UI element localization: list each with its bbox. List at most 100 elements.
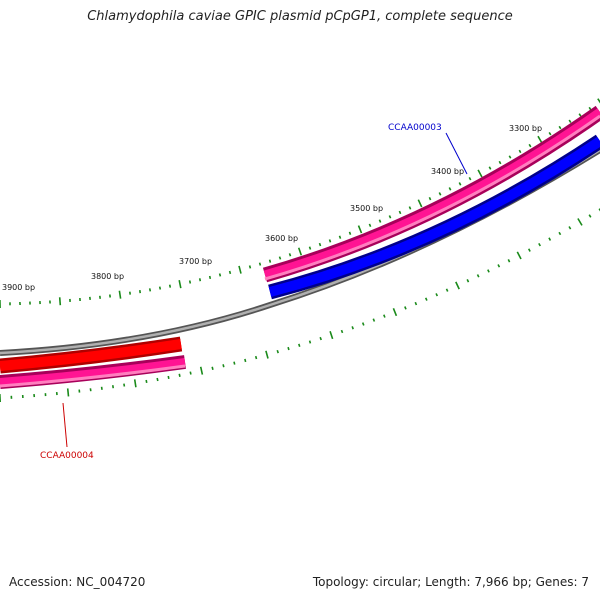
- outer-ring-tick: [238, 265, 242, 274]
- outer-ring-tick: [588, 106, 592, 111]
- outer-ring-tick: [548, 131, 552, 136]
- outer-ring-tick: [417, 199, 423, 208]
- outer-ring-tick: [568, 119, 572, 124]
- inner-ring-tick: [145, 379, 148, 384]
- outer-ring-tick: [118, 290, 122, 299]
- inner-ring-tick: [189, 371, 192, 375]
- inner-ring-tick: [156, 377, 159, 382]
- pink-feature-upper-highlight: [264, 114, 600, 281]
- cds-ccaa00004-fill: [0, 339, 182, 371]
- gene-label-ccaa00004[interactable]: CCAA00004: [40, 451, 94, 461]
- inner-ring-tick: [527, 248, 531, 252]
- inner-ring-tick: [133, 379, 137, 388]
- outer-ring-tick: [528, 143, 532, 148]
- tick-label-3700: 3700 bp: [179, 257, 212, 266]
- outer-ring-tick: [458, 182, 462, 186]
- outer-ring-tick: [208, 275, 212, 280]
- inner-ring-tick: [497, 264, 501, 268]
- outer-ring-tick: [378, 219, 382, 223]
- pink-feature-upper-fill: [263, 108, 600, 280]
- outer-ring-tick: [348, 231, 352, 235]
- callout-line-ccaa00004: [62, 402, 68, 448]
- tick-label-3400: 3400 bp: [431, 167, 464, 176]
- outer-ring-tick: [148, 288, 152, 292]
- tick-label-3800: 3800 bp: [91, 272, 124, 281]
- inner-ring-tick: [276, 349, 279, 354]
- outer-ring-tick: [308, 246, 312, 250]
- outer-ring-tick: [537, 135, 543, 144]
- pink-feature-lower-fill: [0, 358, 186, 386]
- inner-ring-tick: [351, 326, 354, 330]
- outer-ring-tick: [58, 297, 62, 306]
- outer-tick-ring: [0, 98, 600, 309]
- outer-ring-tick: [498, 160, 502, 165]
- outer-ring-tick: [558, 125, 562, 130]
- inner-ring-tick: [392, 308, 398, 317]
- inner-ring-tick: [424, 297, 428, 301]
- inner-ring-tick: [487, 269, 490, 273]
- outer-ring-tick: [508, 155, 512, 159]
- outer-ring-tick: [218, 273, 222, 277]
- outer-ring-tick: [428, 196, 432, 201]
- inner-ring-tick: [516, 251, 522, 260]
- outer-ring-tick: [578, 113, 582, 117]
- inner-ring-tick: [414, 301, 418, 306]
- outer-ring-tick: [178, 280, 182, 289]
- outer-ring-tick: [248, 265, 252, 269]
- outer-ring-tick: [488, 166, 492, 170]
- inner-ring-tick: [308, 340, 312, 344]
- sequence-summary-text: Topology: circular; Length: 7,966 bp; Ge…: [312, 575, 589, 589]
- outer-ring-tick: [188, 280, 192, 284]
- outer-ring-tick: [448, 187, 452, 191]
- outer-ring-tick: [438, 192, 442, 196]
- inner-ring-tick: [167, 375, 170, 380]
- inner-ring-tick: [455, 281, 460, 290]
- tick-label-3900: 3900 bp: [2, 283, 35, 292]
- inner-ring-tick: [577, 218, 583, 226]
- inner-ring-tick: [254, 355, 258, 360]
- inner-ring-tick: [329, 331, 334, 340]
- outer-ring-tick: [168, 284, 172, 288]
- inner-ring-tick: [340, 329, 344, 334]
- inner-ring-tick: [588, 214, 592, 218]
- inner-ring-tick: [199, 366, 204, 375]
- pink-feature-lower-highlight: [0, 364, 186, 388]
- outer-ring-tick: [288, 253, 292, 257]
- outer-ring-tick: [408, 206, 412, 210]
- outer-ring-tick: [357, 225, 363, 234]
- pink-feature-upper[interactable]: [262, 105, 600, 283]
- outer-ring-tick: [158, 286, 162, 290]
- cds-ccaa00003-fill: [268, 136, 600, 297]
- tick-label-3500: 3500 bp: [350, 204, 383, 213]
- tick-label-3300: 3300 bp: [509, 124, 542, 133]
- outer-ring-tick: [597, 98, 600, 104]
- inner-ring-tick: [361, 322, 365, 326]
- outer-ring-tick: [258, 262, 262, 266]
- outer-ring-tick: [198, 278, 202, 282]
- inner-ring-tick: [598, 208, 600, 212]
- outer-ring-tick: [368, 223, 372, 228]
- outer-ring-tick: [518, 149, 522, 154]
- inner-ring-tick: [435, 293, 439, 297]
- inner-ring-tick: [383, 314, 386, 318]
- inner-ring-tick: [466, 279, 470, 283]
- outer-ring-tick: [328, 239, 332, 243]
- outer-ring-tick: [278, 256, 282, 260]
- inner-ring-tick: [244, 358, 247, 363]
- inner-ring-tick: [507, 259, 511, 263]
- inner-ring-tick: [298, 343, 301, 347]
- outer-ring-tick: [297, 247, 303, 256]
- inner-ring-tick: [319, 336, 322, 341]
- tick-label-3600: 3600 bp: [265, 234, 298, 243]
- inner-tick-ring: [0, 208, 600, 403]
- inner-ring-tick: [548, 237, 552, 241]
- outer-ring-tick: [338, 235, 342, 239]
- inner-ring-tick: [404, 306, 407, 310]
- inner-ring-tick: [568, 226, 572, 230]
- outer-ring-tick: [318, 242, 322, 247]
- gene-label-ccaa00003[interactable]: CCAA00003: [388, 123, 442, 133]
- outer-ring-tick: [468, 177, 472, 181]
- inner-ring-tick: [476, 274, 480, 278]
- inner-ring-tick: [265, 350, 269, 359]
